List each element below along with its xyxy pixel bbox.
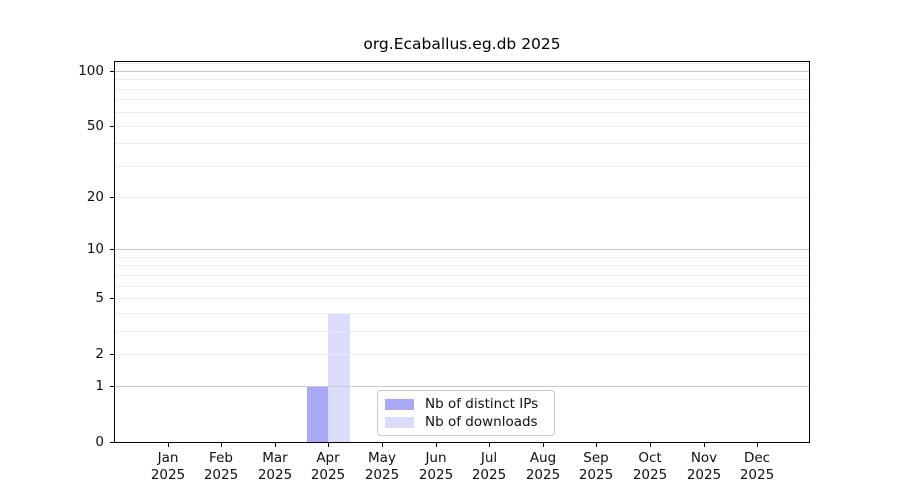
x-tick-label: Feb 2025	[203, 450, 239, 483]
x-tick-mark	[757, 443, 758, 447]
y-tick-mark	[110, 298, 114, 299]
x-tick-label: Sep 2025	[578, 450, 614, 483]
x-tick-label: Jun 2025	[418, 450, 454, 483]
x-tick-mark	[704, 443, 705, 447]
legend-item-distinct-ips: Nb of distinct IPs	[385, 396, 547, 412]
minor-gridline	[115, 165, 809, 167]
minor-gridline	[115, 265, 809, 267]
y-tick-label: 1	[95, 378, 104, 394]
y-tick-label: 2	[95, 346, 104, 362]
y-tick-mark	[110, 386, 114, 387]
minor-gridline	[115, 330, 809, 332]
bar-nb-of-distinct-ips	[306, 386, 329, 442]
y-tick-mark	[110, 442, 114, 443]
minor-gridline	[115, 88, 809, 90]
x-tick-mark	[275, 443, 276, 447]
minor-gridline	[115, 256, 809, 258]
minor-gridline	[115, 143, 809, 145]
minor-gridline	[115, 297, 809, 299]
x-tick-mark	[382, 443, 383, 447]
minor-gridline	[115, 111, 809, 113]
x-tick-label: Oct 2025	[632, 450, 668, 483]
chart-title: org.Ecaballus.eg.db 2025	[363, 35, 561, 53]
y-tick-label: 50	[86, 118, 104, 134]
major-gridline	[115, 71, 809, 73]
x-tick-label: Jul 2025	[471, 450, 507, 483]
minor-gridline	[115, 353, 809, 355]
y-tick-mark	[110, 249, 114, 250]
legend: Nb of distinct IPs Nb of downloads	[377, 390, 555, 436]
legend-label-downloads: Nb of downloads	[425, 414, 538, 430]
minor-gridline	[115, 197, 809, 199]
minor-gridline	[115, 274, 809, 276]
minor-gridline	[115, 63, 809, 65]
x-tick-label: May 2025	[364, 450, 400, 483]
y-tick-label: 20	[86, 189, 104, 205]
y-tick-label: 0	[95, 434, 104, 450]
minor-gridline	[115, 125, 809, 127]
x-tick-mark	[221, 443, 222, 447]
y-tick-mark	[110, 71, 114, 72]
y-tick-label: 10	[86, 241, 104, 257]
minor-gridline	[115, 99, 809, 101]
legend-swatch-distinct-ips-icon	[385, 398, 414, 410]
x-tick-mark	[168, 443, 169, 447]
y-tick-mark	[110, 354, 114, 355]
minor-gridline	[115, 79, 809, 81]
x-tick-mark	[436, 443, 437, 447]
y-tick-label: 100	[78, 63, 104, 79]
y-tick-mark	[110, 197, 114, 198]
minor-gridline	[115, 285, 809, 287]
major-gridline	[115, 386, 809, 388]
x-tick-mark	[650, 443, 651, 447]
x-tick-mark	[596, 443, 597, 447]
y-tick-mark	[110, 126, 114, 127]
legend-item-downloads: Nb of downloads	[385, 414, 547, 430]
x-tick-label: Apr 2025	[310, 450, 346, 483]
x-tick-label: Aug 2025	[525, 450, 561, 483]
legend-swatch-downloads-icon	[385, 416, 414, 428]
x-tick-mark	[328, 443, 329, 447]
x-tick-label: Dec 2025	[739, 450, 775, 483]
y-tick-label: 5	[95, 290, 104, 306]
legend-label-distinct-ips: Nb of distinct IPs	[425, 396, 539, 412]
x-tick-label: Nov 2025	[686, 450, 722, 483]
major-gridline	[115, 249, 809, 251]
x-tick-mark	[543, 443, 544, 447]
x-tick-label: Jan 2025	[150, 450, 186, 483]
minor-gridline	[115, 312, 809, 314]
x-tick-label: Mar 2025	[257, 450, 293, 483]
plot-area	[114, 61, 810, 443]
x-tick-mark	[489, 443, 490, 447]
bar-nb-of-downloads	[328, 312, 350, 442]
